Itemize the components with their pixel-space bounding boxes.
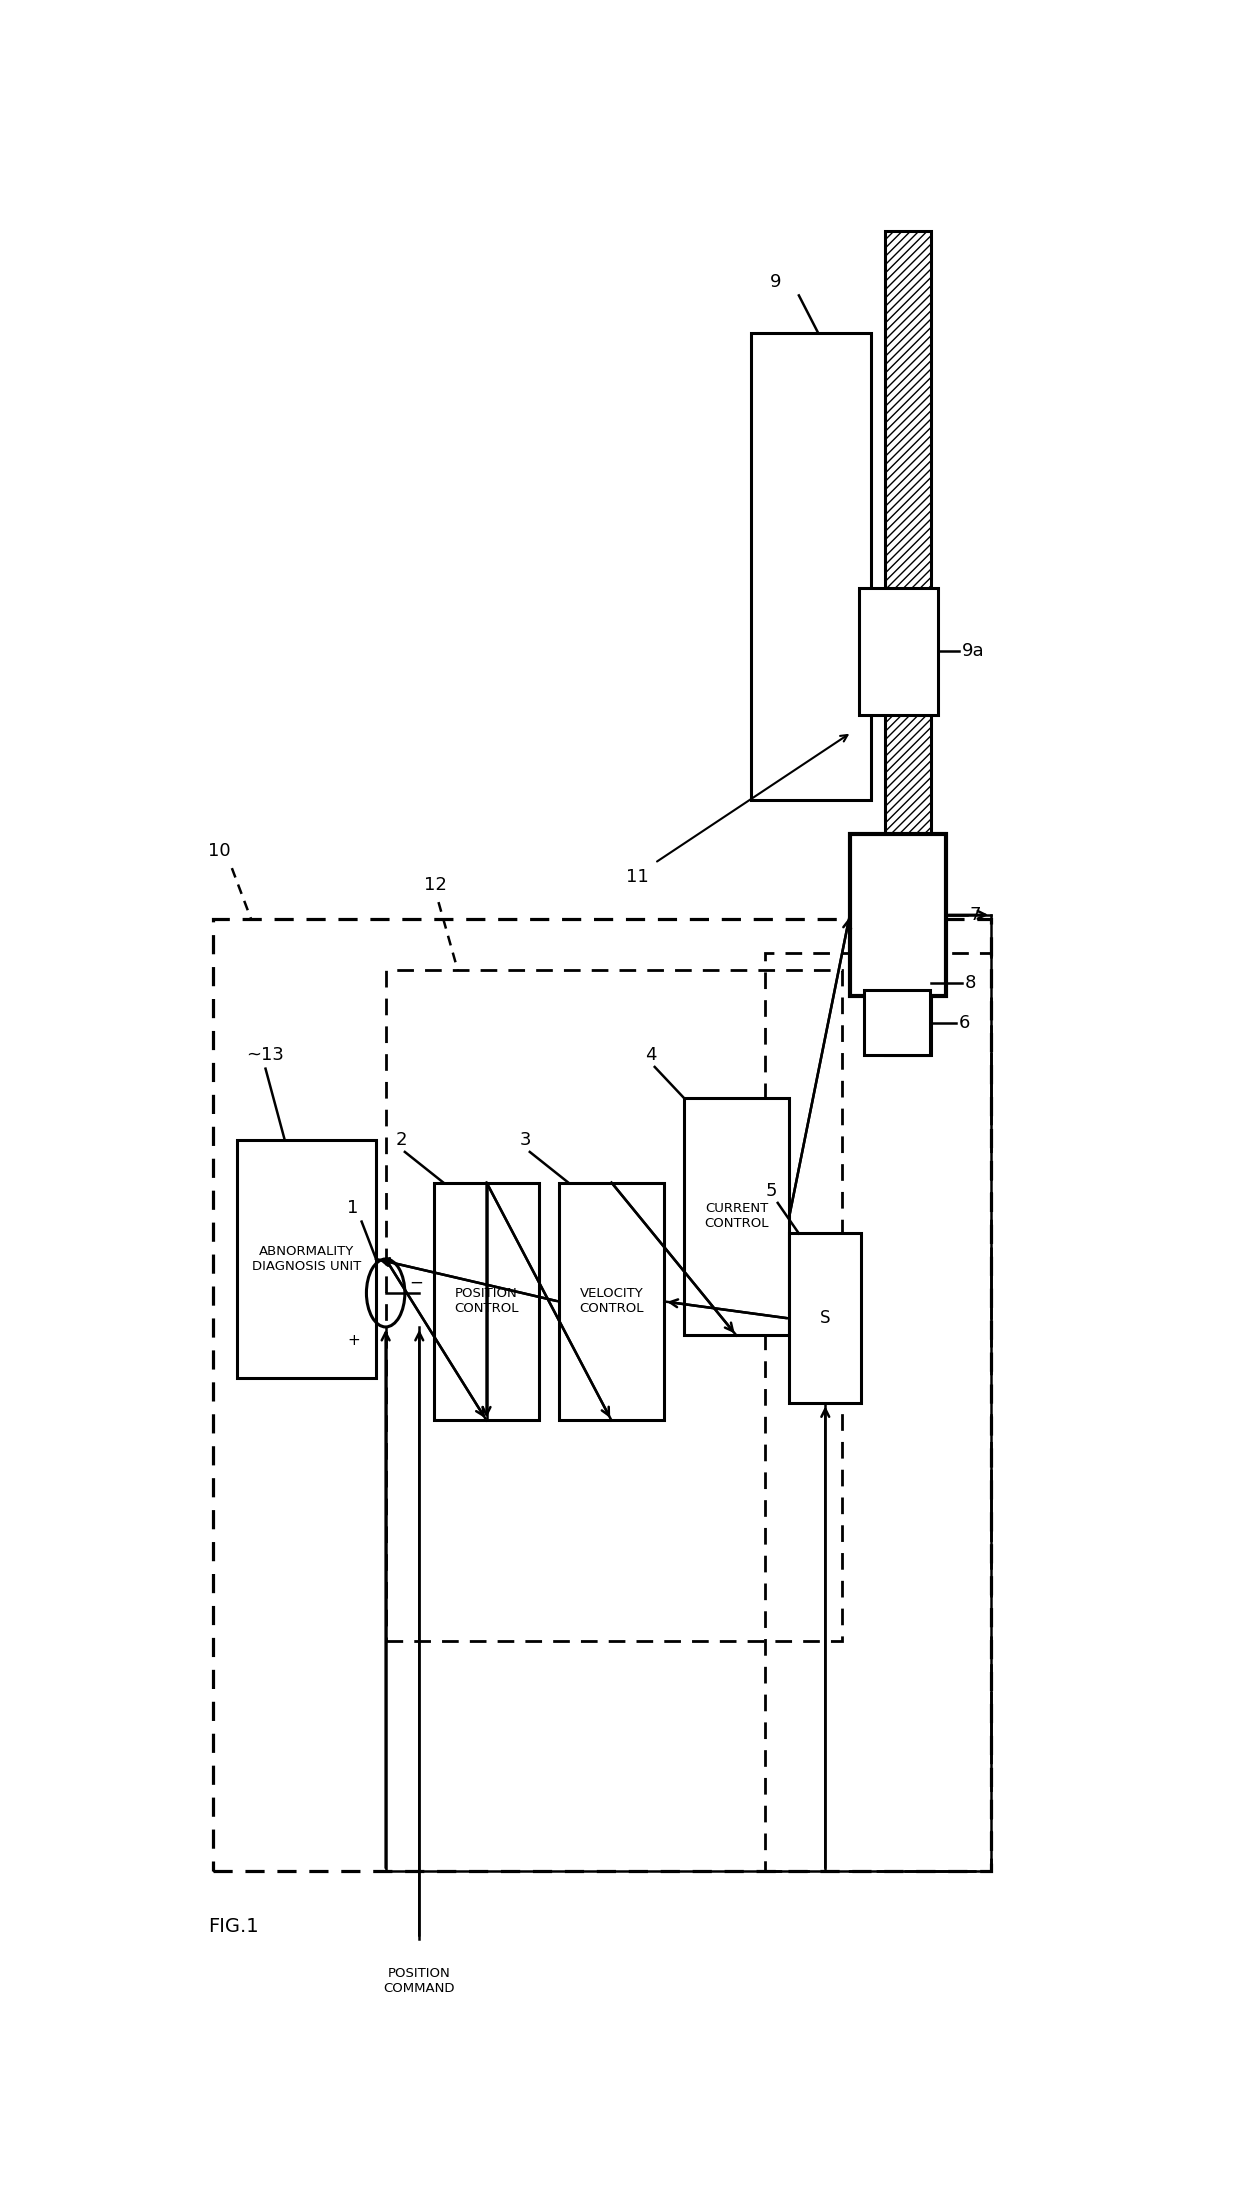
Bar [864,991,930,1055]
Text: 11: 11 [626,867,649,885]
Text: CURRENT
CONTROL: CURRENT CONTROL [704,1203,769,1232]
Bar [765,953,991,1872]
Bar [859,587,939,715]
Text: 5: 5 [765,1183,776,1201]
Bar [683,1097,790,1335]
Text: −: − [409,1273,423,1291]
Text: 12: 12 [424,876,446,894]
Bar [434,1183,539,1421]
Bar [751,333,870,801]
Text: 10: 10 [208,843,231,861]
Bar [789,1234,862,1404]
Bar [213,918,991,1872]
Text: 3: 3 [521,1130,532,1150]
Bar [558,1183,665,1421]
Text: ~13: ~13 [247,1046,284,1064]
Bar [849,834,946,995]
Text: 1: 1 [347,1198,358,1216]
Text: S: S [820,1309,831,1326]
Text: POSITION
CONTROL: POSITION CONTROL [454,1287,518,1315]
Bar [885,232,931,1055]
Text: 4: 4 [645,1046,657,1064]
Text: FIG.1: FIG.1 [208,1918,258,1936]
Bar [237,1141,376,1377]
Text: 6: 6 [959,1013,970,1031]
Text: +: + [347,1333,361,1348]
Text: 9a: 9a [962,642,985,660]
Text: 9: 9 [770,274,781,291]
Bar [386,971,842,1642]
Text: 8: 8 [965,973,976,991]
Bar [885,232,931,1055]
Text: POSITION
COMMAND: POSITION COMMAND [383,1966,455,1995]
Text: 7: 7 [970,905,981,925]
Text: ABNORMALITY
DIAGNOSIS UNIT: ABNORMALITY DIAGNOSIS UNIT [252,1245,361,1273]
Text: VELOCITY
CONTROL: VELOCITY CONTROL [579,1287,644,1315]
Text: 2: 2 [396,1130,407,1150]
